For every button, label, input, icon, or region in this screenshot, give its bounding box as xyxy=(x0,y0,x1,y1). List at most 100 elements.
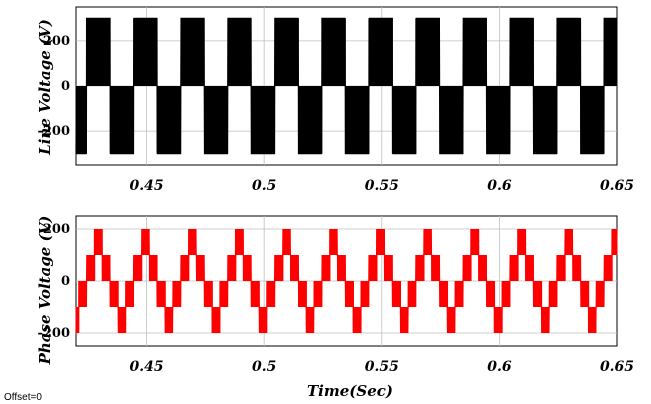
waveform-block xyxy=(545,86,547,154)
waveform-block xyxy=(293,18,296,86)
waveform-block xyxy=(358,307,360,333)
waveform-block xyxy=(326,18,329,86)
waveform-block xyxy=(411,281,413,307)
waveform-block xyxy=(347,86,350,154)
waveform-block xyxy=(522,229,525,255)
waveform-block xyxy=(500,86,503,154)
waveform-block xyxy=(573,255,576,281)
waveform-block xyxy=(280,18,283,86)
waveform-block xyxy=(537,281,539,307)
waveform-block xyxy=(533,86,536,154)
waveform-block xyxy=(611,18,613,86)
waveform-block xyxy=(84,86,86,154)
waveform-block xyxy=(411,86,413,154)
waveform-block xyxy=(435,255,438,281)
waveform-block xyxy=(240,18,243,86)
waveform-block xyxy=(438,255,440,281)
waveform-block xyxy=(201,255,204,281)
waveform-block xyxy=(260,86,263,154)
waveform-block xyxy=(231,255,233,281)
waveform-block xyxy=(154,18,157,86)
waveform-block xyxy=(607,18,610,86)
waveform-block xyxy=(548,86,551,154)
waveform-block xyxy=(502,281,505,307)
waveform-block xyxy=(231,18,233,86)
waveform-block xyxy=(143,18,145,86)
waveform-block xyxy=(557,255,559,281)
waveform-block xyxy=(445,281,447,307)
waveform-block xyxy=(121,307,124,333)
waveform-block xyxy=(312,307,314,333)
waveform-block xyxy=(271,86,273,154)
waveform-block xyxy=(378,229,380,255)
waveform-block xyxy=(453,307,456,333)
waveform-block xyxy=(565,229,567,255)
waveform-block xyxy=(331,18,333,86)
waveform-block xyxy=(608,255,611,281)
waveform-block xyxy=(306,307,309,333)
waveform-block xyxy=(547,307,550,333)
waveform-block xyxy=(372,255,374,281)
waveform-block xyxy=(210,281,212,307)
waveform-block xyxy=(452,307,454,333)
waveform-block xyxy=(591,86,593,154)
waveform-block xyxy=(235,18,238,86)
waveform-block xyxy=(430,18,432,86)
waveform-block xyxy=(505,86,507,154)
waveform-block xyxy=(168,86,171,154)
waveform-block xyxy=(387,18,390,86)
waveform-block xyxy=(386,255,389,281)
waveform-block xyxy=(567,229,570,255)
waveform-block xyxy=(206,86,209,154)
waveform-block xyxy=(549,281,552,307)
waveform-block xyxy=(167,307,170,333)
waveform-block xyxy=(305,86,307,154)
waveform-block xyxy=(218,86,220,154)
waveform-block xyxy=(118,86,120,154)
waveform-block xyxy=(406,86,409,154)
waveform-block xyxy=(84,281,86,307)
waveform-block xyxy=(333,18,336,86)
waveform-block xyxy=(398,86,400,154)
waveform-block xyxy=(504,86,506,154)
x-tick-label: 0.65 xyxy=(600,359,634,375)
waveform-block xyxy=(333,229,336,255)
waveform-block xyxy=(220,281,223,307)
waveform-block xyxy=(529,255,532,281)
waveform-block xyxy=(171,307,173,333)
waveform-block xyxy=(265,86,267,154)
waveform-block xyxy=(81,86,84,154)
waveform-block xyxy=(439,281,441,307)
waveform-block xyxy=(317,281,319,307)
waveform-block xyxy=(600,86,603,154)
waveform-block xyxy=(339,255,342,281)
waveform-block xyxy=(487,86,490,154)
waveform-block xyxy=(568,18,571,86)
waveform-block xyxy=(395,86,398,154)
waveform-block xyxy=(542,86,545,154)
waveform-block xyxy=(522,18,525,86)
waveform-block xyxy=(468,255,471,281)
y-tick-label: 200 xyxy=(43,34,70,49)
waveform-block xyxy=(464,255,466,281)
y-tick-label: 0 xyxy=(61,79,70,94)
waveform-block xyxy=(107,18,110,86)
waveform-block xyxy=(462,255,465,281)
phase-voltage-waveform xyxy=(75,228,618,334)
waveform-block xyxy=(466,255,469,281)
waveform-block xyxy=(285,229,287,255)
waveform-block xyxy=(332,18,334,86)
waveform-block xyxy=(234,255,237,281)
waveform-block xyxy=(472,229,474,255)
waveform-block xyxy=(138,255,140,281)
waveform-block xyxy=(326,255,329,281)
waveform-block xyxy=(497,307,499,333)
waveform-block xyxy=(365,281,367,307)
waveform-block xyxy=(499,307,501,333)
waveform-block xyxy=(374,255,377,281)
waveform-block xyxy=(83,86,85,154)
waveform-block xyxy=(190,18,192,86)
waveform-block xyxy=(217,307,219,333)
waveform-block xyxy=(441,86,444,154)
waveform-block xyxy=(445,86,447,154)
